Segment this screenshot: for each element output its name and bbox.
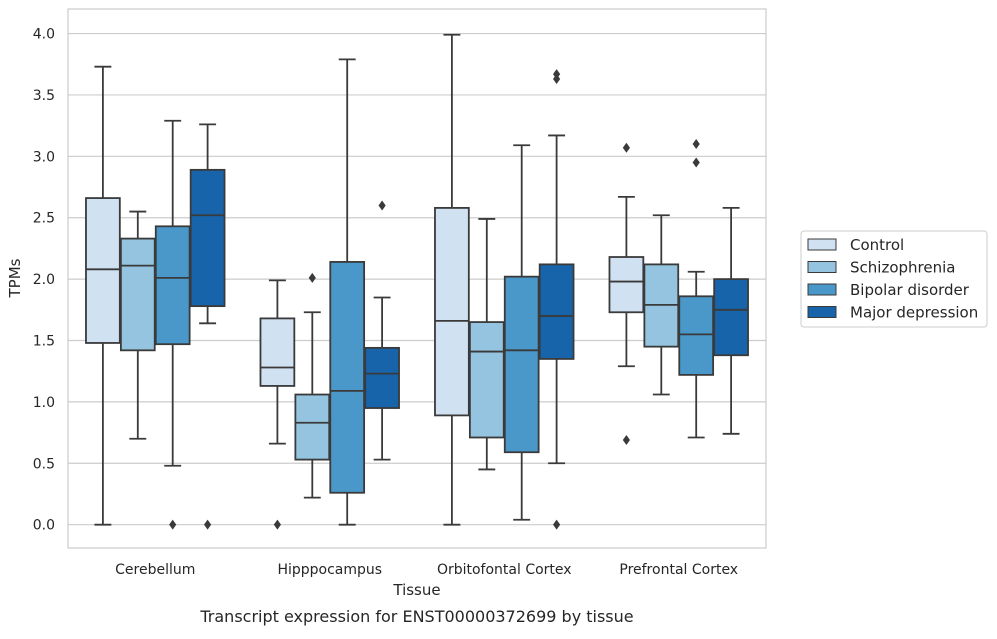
- box-iqr: [434, 207, 470, 417]
- outlier-point: [692, 139, 700, 150]
- legend-label: Control: [850, 236, 904, 254]
- box-2-1: [468, 218, 505, 471]
- x-tick-label: Orbitofontal Cortex: [437, 562, 572, 578]
- x-tick-label: Prefrontal Cortex: [619, 562, 738, 578]
- box-iqr: [468, 321, 505, 439]
- legend-frame: [800, 230, 988, 328]
- outlier-point: [622, 434, 630, 445]
- chart-caption: Transcript expression for ENST0000037269…: [199, 607, 633, 626]
- box-1-3: [364, 200, 400, 461]
- y-tick-label: 1.5: [33, 334, 55, 350]
- box-iqr: [294, 393, 331, 461]
- box-iqr: [538, 263, 575, 360]
- y-tick-label: 3.5: [33, 88, 55, 104]
- box-iqr: [608, 256, 645, 314]
- box-3-1: [643, 214, 680, 396]
- box-iqr: [364, 346, 400, 409]
- box-0-1: [119, 210, 156, 440]
- box-iqr: [713, 278, 749, 357]
- outlier-point: [308, 272, 316, 283]
- box-iqr: [259, 317, 296, 387]
- x-axis-label: Tissue: [392, 581, 440, 599]
- box-iqr: [678, 295, 715, 376]
- box-0-3: [189, 123, 226, 530]
- box-iqr: [189, 168, 226, 308]
- legend-swatch: [807, 306, 837, 318]
- box-0-2: [154, 119, 191, 530]
- y-tick-label: 1.0: [33, 395, 55, 411]
- y-tick-label: 4.0: [33, 27, 55, 43]
- box-iqr: [329, 261, 366, 494]
- box-3-3: [713, 207, 749, 435]
- box-1-1: [294, 272, 331, 499]
- y-tick-label: 3.0: [33, 149, 55, 165]
- legend-label: Schizophrenia: [850, 259, 955, 277]
- box-3-0: [608, 142, 645, 445]
- box-iqr: [119, 237, 156, 352]
- y-tick-label: 2.0: [33, 272, 55, 288]
- plot-frame: [67, 8, 767, 549]
- box-1-2: [329, 58, 366, 526]
- y-tick-label: 0.5: [33, 456, 55, 472]
- legend: Control Schizophrenia Bipolar disorder Majo…: [800, 230, 988, 328]
- legend-swatch: [807, 261, 837, 273]
- outlier-point: [378, 200, 386, 211]
- x-tick-label: Hipppocampus: [277, 562, 382, 578]
- y-tick-label: 2.5: [33, 211, 55, 227]
- legend-swatch: [807, 238, 837, 251]
- legend-label: Bipolar disorder: [850, 281, 970, 299]
- box-iqr: [154, 225, 191, 346]
- box-2-0: [434, 33, 470, 526]
- box-3-2: [678, 139, 715, 439]
- x-tick-label: Cerebellum: [115, 562, 195, 578]
- box-iqr: [85, 197, 121, 344]
- outlier-point: [273, 519, 281, 530]
- outlier-point: [553, 69, 561, 80]
- outlier-point: [553, 519, 561, 530]
- outlier-point: [692, 157, 700, 168]
- box-1-0: [259, 279, 296, 530]
- legend-swatch: [807, 283, 837, 296]
- box-0-0: [85, 65, 121, 526]
- box-2-3: [538, 69, 575, 530]
- outlier-point: [169, 519, 177, 530]
- box-2-2: [503, 144, 540, 521]
- box-iqr: [503, 275, 540, 454]
- y-axis-label: TPMs: [6, 258, 24, 298]
- outlier-point: [204, 519, 212, 530]
- y-tick-label: 0.0: [33, 518, 55, 534]
- outlier-point: [622, 142, 630, 153]
- legend-label: Major depression: [850, 304, 978, 322]
